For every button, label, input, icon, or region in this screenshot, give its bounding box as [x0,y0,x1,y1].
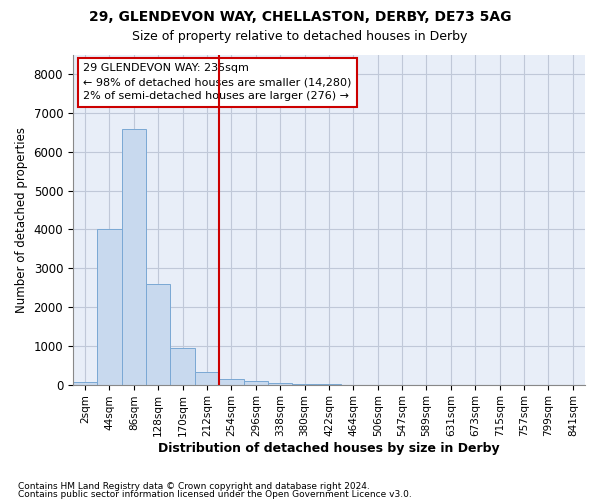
Bar [195,372,219,384]
Bar [122,128,146,384]
X-axis label: Distribution of detached houses by size in Derby: Distribution of detached houses by size … [158,442,500,455]
Text: 29 GLENDEVON WAY: 235sqm
← 98% of detached houses are smaller (14,280)
2% of sem: 29 GLENDEVON WAY: 235sqm ← 98% of detach… [83,63,352,101]
Bar [97,230,122,384]
Bar [73,382,97,384]
Text: Contains public sector information licensed under the Open Government Licence v3: Contains public sector information licen… [18,490,412,499]
Bar [219,379,244,384]
Y-axis label: Number of detached properties: Number of detached properties [15,127,28,313]
Text: Contains HM Land Registry data © Crown copyright and database right 2024.: Contains HM Land Registry data © Crown c… [18,482,370,491]
Bar [244,380,268,384]
Text: Size of property relative to detached houses in Derby: Size of property relative to detached ho… [133,30,467,43]
Bar [170,348,195,385]
Text: 29, GLENDEVON WAY, CHELLASTON, DERBY, DE73 5AG: 29, GLENDEVON WAY, CHELLASTON, DERBY, DE… [89,10,511,24]
Bar [146,284,170,384]
